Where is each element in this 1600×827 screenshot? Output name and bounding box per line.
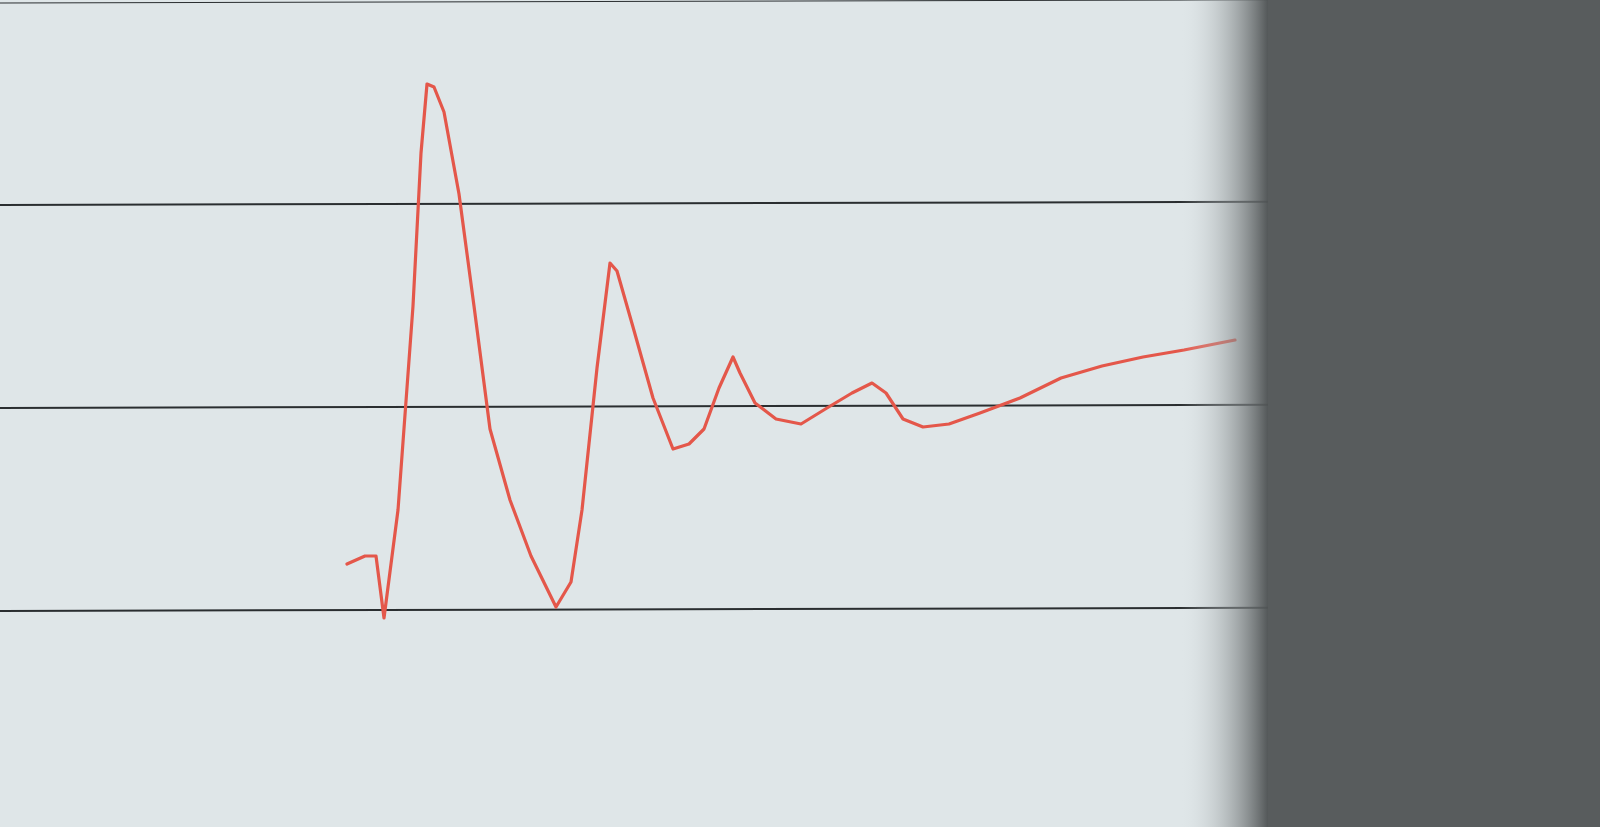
chart [0,0,1600,827]
shadow-tint [1268,0,1600,827]
shadow [1268,0,1600,827]
page [0,0,1600,827]
line [347,84,1235,618]
shadow-edge [1180,0,1270,827]
paper [0,0,1600,827]
plot-area [347,84,1235,618]
